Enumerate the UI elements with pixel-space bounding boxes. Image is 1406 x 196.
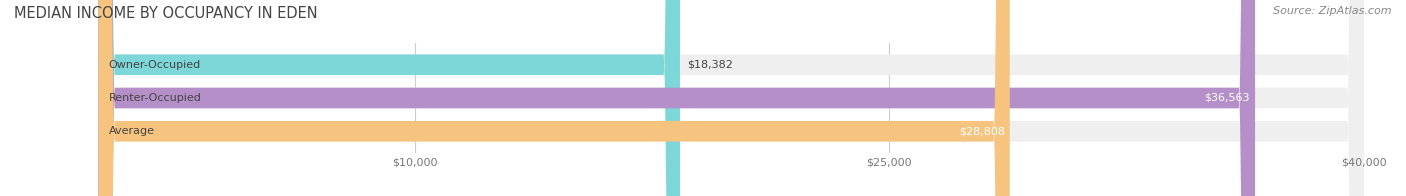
FancyBboxPatch shape (98, 0, 1364, 196)
FancyBboxPatch shape (98, 0, 1010, 196)
Text: Owner-Occupied: Owner-Occupied (108, 60, 201, 70)
Text: $36,563: $36,563 (1205, 93, 1250, 103)
FancyBboxPatch shape (98, 0, 681, 196)
Text: Average: Average (108, 126, 155, 136)
Text: Source: ZipAtlas.com: Source: ZipAtlas.com (1274, 6, 1392, 16)
FancyBboxPatch shape (98, 0, 1256, 196)
Text: MEDIAN INCOME BY OCCUPANCY IN EDEN: MEDIAN INCOME BY OCCUPANCY IN EDEN (14, 6, 318, 21)
FancyBboxPatch shape (98, 0, 1364, 196)
Text: $28,808: $28,808 (959, 126, 1005, 136)
Text: Renter-Occupied: Renter-Occupied (108, 93, 201, 103)
Text: $18,382: $18,382 (688, 60, 734, 70)
FancyBboxPatch shape (98, 0, 1364, 196)
